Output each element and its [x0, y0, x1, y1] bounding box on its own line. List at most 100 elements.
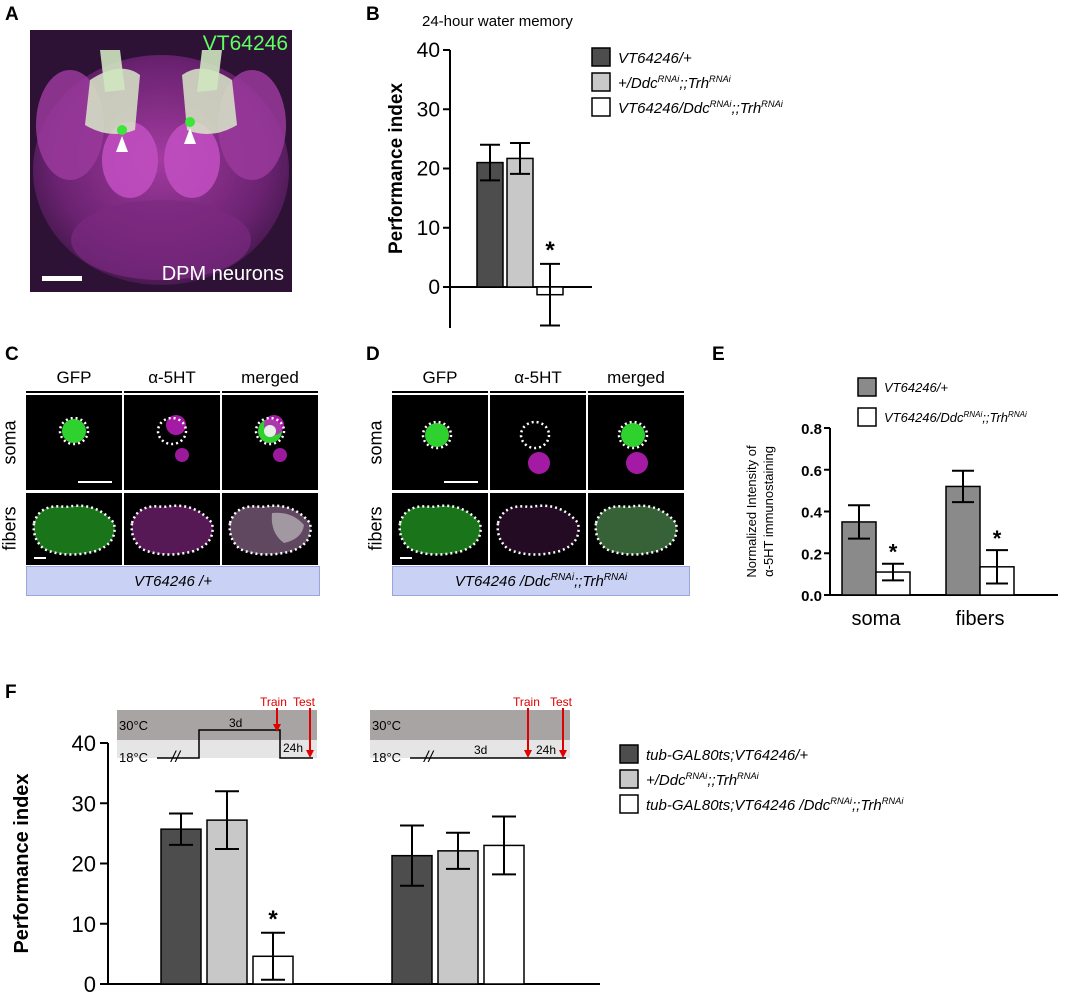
chart-e: VT64246/+ VT64246/DdcRNAi;;TrhRNAi 0.0 0.2 0…: [744, 377, 1058, 630]
channel-title: GFP: [56, 368, 92, 387]
channel-underline: [26, 391, 122, 393]
channel-title: α-5HT: [148, 368, 196, 387]
channel-title: GFP: [422, 368, 458, 387]
chart-f-legend-label: +/DdcRNAi;;TrhRNAi: [646, 771, 760, 789]
chart-e-legend-label: VT64246/+: [884, 380, 948, 395]
gfp-fibers: [399, 505, 481, 555]
soma-outline: [519, 420, 551, 450]
soma-outline: [421, 420, 453, 450]
chart-e-bar: [945, 485, 981, 596]
chart-e-ylabel-line2: α-5HT immunostaining: [761, 446, 776, 577]
chart-e-ytick-label: 0.2: [801, 546, 822, 563]
chart-e-legend-label: VT64246/DdcRNAi;;TrhRNAi: [884, 410, 1027, 425]
schedule-cold-label: 18°C: [119, 750, 148, 765]
micrograph-tile: [124, 395, 220, 490]
genotype-d: VT64246 /DdcRNAi;;TrhRNAi: [454, 572, 628, 590]
gfp-fibers: [33, 505, 115, 555]
chart-b-legend-label: VT64246/DdcRNAi;;TrhRNAi: [618, 99, 784, 117]
schedule-test-arrowhead: [306, 750, 314, 758]
ht-signal: [175, 448, 189, 462]
merged-overlap: [264, 425, 276, 437]
schedule-days-label: 3d: [474, 743, 487, 757]
channel-underline: [222, 391, 318, 393]
chart-f-ytick-label: 0: [84, 972, 96, 993]
chart-b-bar: [476, 161, 504, 288]
chart-b-ytick-label: 10: [417, 217, 440, 240]
panel-label-f: F: [5, 682, 17, 703]
chart-e-ytick-label: 0.8: [801, 421, 822, 438]
chart-f-legend-swatch: [619, 769, 639, 789]
row-label: soma: [0, 420, 20, 465]
chart-e-ytick-label: 0.6: [801, 463, 822, 480]
chart-b-ytick-label: 30: [417, 98, 440, 121]
fiber-outline: [496, 504, 580, 556]
schedule-cold-label: 18°C: [372, 750, 401, 765]
fiber-outline: [32, 504, 116, 556]
chart-b-legend-swatch: [591, 47, 611, 67]
ht-fibers: [131, 505, 213, 555]
schedule-hours-label: 24h: [283, 741, 303, 755]
panel-label-e: E: [712, 344, 725, 365]
ht-signal: [528, 452, 550, 474]
channel-underline: [124, 391, 220, 393]
row-label: fibers: [0, 506, 20, 551]
chart-e-category-label: soma: [852, 608, 902, 630]
schedule-test-label: Test: [293, 695, 316, 709]
chart-e-legend-swatch: [857, 377, 877, 397]
micrograph-tile: [490, 395, 586, 490]
tile-background: [490, 395, 586, 490]
gfp-soma: [621, 423, 645, 447]
genotype-box-d: VT64246 /DdcRNAi;;TrhRNAi: [392, 566, 690, 596]
chart-f-legend-swatch: [619, 794, 639, 814]
micrograph-tile: [490, 493, 586, 565]
soma-outline: [617, 420, 649, 450]
soma-outline: [254, 416, 286, 446]
brain-image: [30, 30, 292, 292]
chart-b-legend-label: +/DdcRNAi;;TrhRNAi: [618, 74, 732, 92]
chart-b-title: 24-hour water memory: [422, 13, 573, 30]
micrograph-tile: [26, 395, 122, 490]
merged-overlap: [271, 512, 304, 543]
chart-e-significance: *: [889, 540, 898, 565]
scale-bar: [400, 557, 412, 559]
chart-b-bar: [506, 157, 534, 288]
dpm-neurons-label: DPM neurons: [161, 263, 284, 285]
channel-title: merged: [607, 368, 665, 387]
schedule-test-label: Test: [550, 695, 573, 709]
panel-label-b: B: [366, 4, 380, 25]
micrograph-tile: [222, 395, 318, 490]
tile-background: [490, 493, 586, 565]
schedule-hot-band: [370, 710, 570, 740]
chart-b-legend-swatch: [591, 97, 611, 117]
chart-f-ytick-label: 10: [72, 912, 96, 937]
panel-label-c: C: [5, 344, 19, 365]
row-label: fibers: [365, 506, 386, 551]
chart-e-ytick-label: 0.4: [801, 505, 823, 522]
fiber-outline: [594, 504, 678, 556]
chart-e-significance: *: [993, 526, 1002, 551]
chart-f-legend-label: tub-GAL80ts;VT64246/+: [646, 747, 808, 764]
chart-f-significance: *: [268, 906, 278, 933]
ht-signal: [626, 452, 648, 474]
scale-bar: [78, 481, 112, 483]
ht-fibers: [497, 505, 579, 555]
schedule-train-label: Train: [260, 695, 287, 709]
channel-underline: [490, 391, 586, 393]
schedule-hours-label: 24h: [536, 743, 556, 757]
chart-f-ytick-label: 40: [72, 731, 96, 756]
soma-outline: [156, 416, 188, 446]
ht-fibers: [595, 505, 677, 555]
schedule-train-arrowhead: [524, 750, 532, 758]
chart-e-ytick-label: 0.0: [801, 588, 822, 605]
brain-micrograph: VT64246 DPM neurons: [30, 30, 292, 292]
soma-outline: [58, 416, 90, 446]
genotype-c: VT64246 /+: [134, 572, 212, 590]
schedule-hot-label: 30°C: [372, 718, 401, 733]
scale-bar: [444, 481, 478, 483]
schedule-days-label: 3d: [229, 716, 242, 730]
gfp-soma: [62, 419, 86, 443]
chart-f: 0 10 20 30 40 Performance index * tub-GAL80ts;V…: [11, 695, 904, 993]
gfp-soma: [425, 423, 449, 447]
fiber-outline: [398, 504, 482, 556]
chart-f-legend-label: tub-GAL80ts;VT64246 /DdcRNAi;;TrhRNAi: [646, 796, 904, 814]
